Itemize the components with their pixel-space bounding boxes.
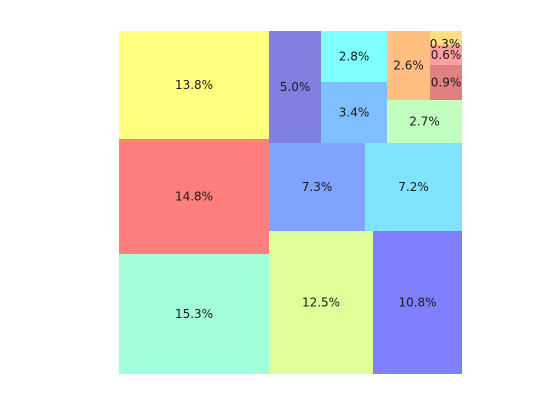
treemap-cell-label: 0.3%: [430, 37, 461, 51]
treemap-cell: [119, 31, 269, 139]
treemap-cell-label: 0.9%: [431, 76, 462, 90]
treemap-cell-label: 3.4%: [339, 106, 370, 120]
treemap-cell: [321, 31, 387, 82]
treemap-cell: [269, 31, 321, 143]
treemap-cell-label: 2.6%: [393, 59, 424, 73]
treemap-cell: [430, 31, 462, 45]
treemap-cell: [430, 45, 462, 65]
treemap-cell-label: 15.3%: [175, 307, 213, 321]
treemap-cell-label: 12.5%: [302, 296, 340, 310]
treemap-cell-label: 7.2%: [398, 180, 429, 194]
treemap-cell: [387, 31, 430, 100]
treemap-cell: [269, 143, 365, 231]
treemap-cell: [365, 143, 462, 231]
treemap-cell-label: 0.6%: [431, 48, 462, 62]
treemap-cell-label: 2.7%: [409, 115, 440, 129]
treemap-cell-label: 10.8%: [398, 296, 436, 310]
treemap-cell: [119, 254, 269, 374]
treemap-cell: [387, 100, 462, 143]
treemap-cell: [269, 231, 373, 374]
treemap-cell: [321, 82, 387, 143]
treemap-cell-label: 14.8%: [175, 190, 213, 204]
treemap-cell-label: 5.0%: [280, 80, 311, 94]
treemap-cell-label: 13.8%: [175, 78, 213, 92]
treemap-cell-label: 2.8%: [339, 50, 370, 64]
treemap-cells: 15.3% 14.8% 13.8% 12.5% 10.8% 7.3% 7.2% 5.0% 3.4…: [119, 31, 462, 374]
treemap-cell: [373, 231, 462, 374]
treemap-cell-label: 7.3%: [302, 180, 333, 194]
treemap-cell: [430, 65, 462, 100]
treemap-cell: [119, 139, 269, 254]
